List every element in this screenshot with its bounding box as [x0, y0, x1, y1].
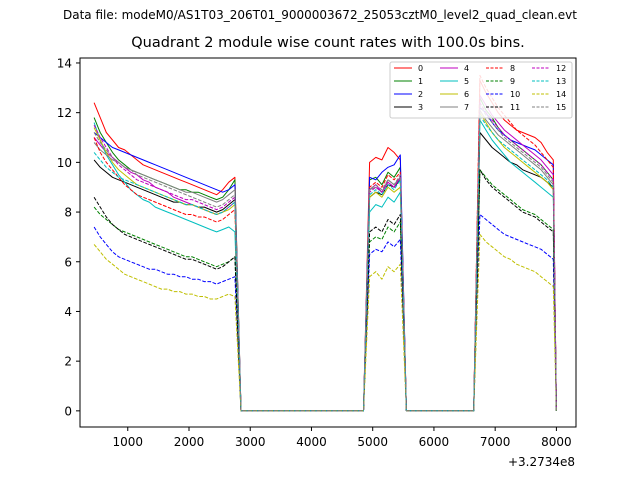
chart-supertitle: Data file: modeM0/AS1T03_206T01_90000036… [63, 8, 577, 22]
legend-label-3: 3 [418, 103, 423, 112]
series-line-15 [93, 104, 557, 412]
legend-label-7: 7 [464, 103, 469, 112]
x-tick-label: 6000 [419, 435, 450, 449]
legend-label-11: 11 [510, 103, 520, 112]
legend-label-4: 4 [464, 64, 469, 73]
legend-label-8: 8 [510, 64, 515, 73]
x-tick-label: 2000 [174, 435, 205, 449]
series-line-0 [93, 79, 557, 412]
x-tick-label: 5000 [357, 435, 388, 449]
legend-label-0: 0 [418, 64, 423, 73]
x-tick-label: 7000 [480, 435, 511, 449]
legend-label-10: 10 [510, 90, 520, 99]
legend-label-6: 6 [464, 90, 469, 99]
y-tick-label: 0 [64, 404, 72, 418]
series-line-5 [93, 119, 557, 412]
legend-box [389, 61, 573, 119]
series-line-2 [93, 107, 557, 412]
series-line-7 [93, 109, 557, 412]
y-tick-label: 14 [57, 56, 72, 70]
x-offset-label: +3.2734e8 [508, 455, 575, 469]
legend-label-14: 14 [556, 90, 566, 99]
series-line-4 [93, 94, 557, 412]
legend-label-9: 9 [510, 77, 515, 86]
legend-label-12: 12 [556, 64, 566, 73]
series-line-6 [93, 112, 557, 412]
series-line-3 [93, 132, 557, 412]
x-tick-label: 1000 [112, 435, 143, 449]
legend-label-1: 1 [418, 77, 423, 86]
chart-title: Quadrant 2 module wise count rates with … [131, 35, 525, 51]
series-line-13 [93, 114, 557, 412]
legend-label-15: 15 [556, 103, 566, 112]
series-line-10 [93, 214, 557, 412]
series-lines [93, 74, 557, 412]
x-tick-label: 8000 [541, 435, 572, 449]
y-tick-label: 8 [64, 206, 72, 220]
x-tick-label: 4000 [296, 435, 327, 449]
legend-label-5: 5 [464, 77, 469, 86]
y-tick-label: 4 [64, 305, 72, 319]
series-line-12 [93, 102, 557, 412]
y-tick-label: 2 [64, 355, 72, 369]
y-tick-label: 10 [57, 156, 72, 170]
legend-label-2: 2 [418, 90, 423, 99]
y-tick-label: 12 [57, 106, 72, 120]
series-line-1 [93, 97, 557, 412]
plot-frame [79, 57, 577, 428]
axes: 1000 2000 3000 4000 5000 6000 7000 800002468101… [57, 56, 572, 449]
legend-label-13: 13 [556, 77, 566, 86]
y-tick-label: 6 [64, 255, 72, 269]
x-tick-label: 3000 [235, 435, 266, 449]
series-line-14 [93, 233, 557, 412]
